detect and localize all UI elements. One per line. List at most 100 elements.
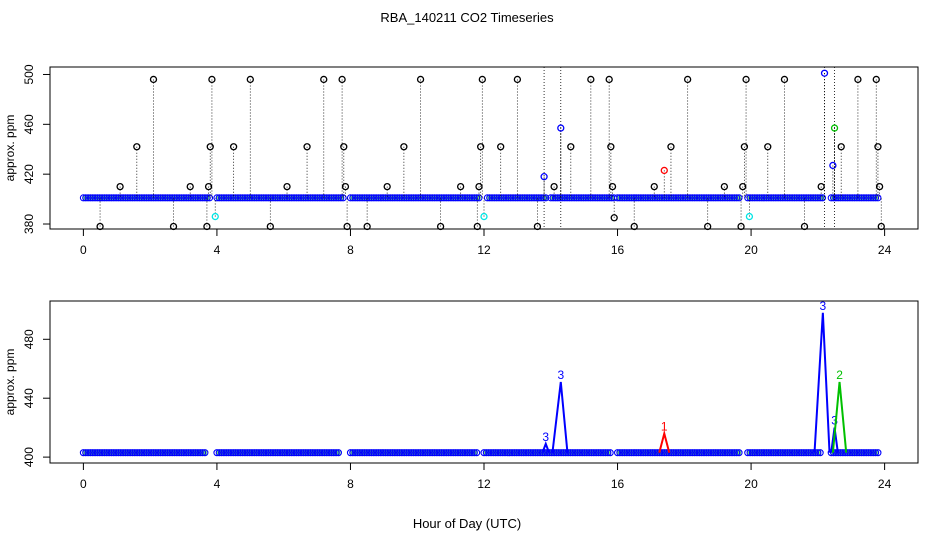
baseline-segment [613, 194, 743, 202]
baseline-point [117, 194, 125, 202]
baseline-point [353, 194, 362, 202]
baseline-segment [613, 449, 743, 457]
baseline-point [583, 449, 591, 457]
baseline-point [623, 449, 631, 457]
baseline-point [292, 449, 300, 457]
data-point [742, 75, 750, 84]
baseline-point [320, 194, 328, 202]
baseline-point [793, 449, 801, 457]
baseline-point [374, 449, 383, 457]
baseline-point [855, 194, 863, 202]
baseline-point [313, 449, 321, 457]
baseline-point [649, 449, 657, 457]
data-point [608, 182, 617, 191]
baseline-point [599, 449, 607, 457]
baseline-point [206, 194, 214, 202]
baseline-point [419, 449, 427, 457]
baseline-point [658, 449, 666, 457]
baseline-point [468, 449, 476, 457]
plot-frame [49, 300, 919, 464]
baseline-point [503, 449, 511, 457]
baseline-point [804, 449, 813, 457]
baseline-point [152, 449, 160, 457]
baseline-point [381, 449, 390, 457]
baseline-point [170, 194, 179, 202]
chart-title: RBA_140211 CO2 Timeseries [380, 10, 554, 25]
baseline-point [304, 194, 312, 202]
baseline-point [702, 449, 710, 457]
baseline-point [529, 449, 537, 457]
baseline-point [753, 194, 761, 202]
baseline-point [395, 194, 404, 202]
baseline-point [547, 194, 555, 202]
x-tick-label: 12 [477, 477, 491, 491]
baseline-point [865, 194, 873, 202]
baseline-point [255, 449, 263, 457]
data-point [497, 143, 505, 151]
baseline-point [163, 449, 172, 457]
baseline-point [461, 194, 469, 202]
baseline-point [677, 194, 685, 202]
baseline-point [765, 194, 773, 202]
baseline-point [377, 194, 385, 202]
baseline-point [571, 449, 579, 457]
baseline-point [596, 194, 604, 202]
baseline-point [189, 194, 197, 202]
baseline-point [566, 449, 575, 457]
baseline-point [236, 194, 244, 202]
baseline-point [215, 449, 223, 457]
baseline-point [651, 449, 659, 457]
baseline-point [473, 449, 481, 457]
x-axis-label: Hour of Day (UTC) [413, 516, 521, 531]
baseline-point [124, 449, 132, 457]
baseline-point [260, 449, 268, 457]
baseline-point [175, 194, 183, 202]
baseline-point [374, 194, 383, 202]
y-axis-label: approx. ppm [3, 115, 17, 182]
baseline-point [398, 449, 406, 457]
baseline-point [365, 194, 373, 202]
data-point [720, 182, 729, 191]
baseline-point [707, 449, 715, 457]
baseline-point [630, 449, 638, 457]
baseline-point [853, 194, 861, 202]
baseline-point [760, 194, 768, 202]
baseline-point [488, 194, 496, 202]
baseline-point [320, 449, 328, 457]
baseline-point [297, 449, 305, 457]
y-tick-label: 480 [22, 329, 36, 349]
baseline-point [555, 449, 563, 457]
baseline-point [267, 194, 275, 202]
baseline-point [149, 449, 158, 457]
data-point [206, 143, 214, 151]
baseline-point [714, 194, 722, 202]
baseline-point [349, 449, 357, 457]
baseline-point [658, 194, 666, 202]
baseline-point [649, 194, 657, 202]
baseline-point [142, 194, 151, 202]
y-tick-label: 460 [22, 114, 36, 134]
baseline-point [84, 449, 92, 457]
baseline-point [356, 194, 364, 202]
baseline-point [797, 449, 806, 457]
baseline-point [802, 449, 810, 457]
baseline-point [353, 449, 362, 457]
baseline-point [414, 194, 422, 202]
baseline-point [334, 449, 342, 457]
data-point [283, 182, 291, 191]
baseline-point [521, 194, 529, 202]
x-tick-label: 20 [744, 477, 758, 491]
data-point [338, 75, 346, 84]
baseline-point [248, 449, 256, 457]
baseline-point [260, 194, 268, 202]
baseline-point [351, 194, 359, 202]
baseline-point [112, 194, 120, 202]
baseline-point [290, 449, 298, 457]
baseline-point [381, 194, 390, 202]
baseline-point [795, 449, 803, 457]
baseline-point [372, 194, 380, 202]
baseline-point [578, 449, 586, 457]
baseline-point [156, 194, 165, 202]
baseline-point [421, 194, 429, 202]
data-point [540, 173, 548, 181]
